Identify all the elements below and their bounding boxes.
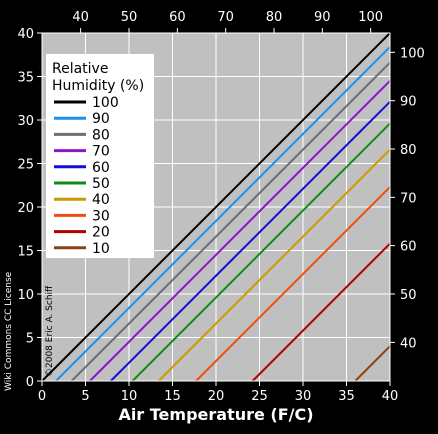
series-line-80 bbox=[70, 61, 391, 382]
x-tick-label: 25 bbox=[251, 389, 268, 404]
series-line-50 bbox=[131, 122, 391, 382]
top-tick-label: 60 bbox=[169, 10, 186, 25]
legend-label-20: 20 bbox=[92, 225, 110, 241]
y-tick-label: 0 bbox=[26, 375, 34, 390]
y-tick-label: 5 bbox=[26, 332, 34, 347]
right-tick-label: 50 bbox=[400, 288, 417, 303]
legend-label-60: 60 bbox=[92, 160, 110, 176]
y-tick-label: 35 bbox=[17, 71, 34, 86]
top-axis-ticks: 40 50 60 70 80 90 100 bbox=[72, 10, 383, 33]
legend-label-50: 50 bbox=[92, 176, 110, 192]
y-tick-label: 20 bbox=[17, 201, 34, 216]
legend-label-40: 40 bbox=[92, 192, 110, 208]
legend-label-100: 100 bbox=[92, 95, 119, 111]
series-line-10 bbox=[354, 345, 391, 382]
legend-title-line2: Humidity (%) bbox=[52, 78, 144, 94]
bottom-axis-ticks: 0 5 10 15 20 25 30 35 40 bbox=[38, 381, 398, 404]
right-tick-label: 100 bbox=[400, 46, 425, 61]
x-tick-label: 35 bbox=[338, 389, 355, 404]
credit-license: Wiki Commons CC License bbox=[4, 271, 14, 391]
series-lines bbox=[41, 32, 391, 382]
legend-title-line1: Relative bbox=[52, 61, 108, 77]
legend-box bbox=[46, 54, 154, 258]
x-tick-label: 10 bbox=[121, 389, 138, 404]
y-tick-label: 10 bbox=[17, 288, 34, 303]
top-tick-label: 100 bbox=[358, 10, 383, 25]
x-tick-label: 40 bbox=[382, 389, 399, 404]
x-tick-label: 30 bbox=[295, 389, 312, 404]
series-line-100 bbox=[41, 32, 391, 382]
top-tick-label: 80 bbox=[266, 10, 283, 25]
top-tick-label: 50 bbox=[121, 10, 138, 25]
right-axis-ticks: 40 50 60 70 80 90 100 bbox=[390, 46, 425, 351]
y-tick-label: 40 bbox=[17, 27, 34, 42]
legend-label-70: 70 bbox=[92, 144, 110, 160]
series-line-90 bbox=[55, 46, 391, 382]
right-tick-label: 40 bbox=[400, 336, 417, 351]
left-axis-ticks: 0 5 10 15 20 25 30 35 40 bbox=[17, 27, 42, 390]
series-line-20 bbox=[251, 242, 391, 382]
legend-label-10: 10 bbox=[92, 241, 110, 257]
x-tick-label: 20 bbox=[208, 389, 225, 404]
y-tick-label: 15 bbox=[17, 245, 34, 260]
right-tick-label: 90 bbox=[400, 95, 417, 110]
x-axis-label: Air Temperature (F/C) bbox=[118, 405, 313, 424]
right-tick-label: 80 bbox=[400, 143, 417, 158]
x-tick-label: 5 bbox=[81, 389, 89, 404]
series-line-70 bbox=[89, 80, 391, 382]
legend: Relative Humidity (%) 100908070605040302… bbox=[46, 54, 154, 258]
y-tick-label: 30 bbox=[17, 114, 34, 129]
legend-label-30: 30 bbox=[92, 208, 110, 224]
series-line-30 bbox=[195, 186, 391, 382]
series-line-40 bbox=[157, 148, 391, 382]
y-tick-label: 25 bbox=[17, 158, 34, 173]
top-tick-label: 40 bbox=[72, 10, 89, 25]
legend-label-80: 80 bbox=[92, 127, 110, 143]
top-tick-label: 90 bbox=[314, 10, 331, 25]
series-line-60 bbox=[110, 101, 391, 382]
legend-label-90: 90 bbox=[92, 111, 110, 127]
credit-author: ©2008 Eric A. Schiff bbox=[45, 285, 55, 377]
x-tick-label: 15 bbox=[164, 389, 181, 404]
x-tick-label: 0 bbox=[38, 389, 46, 404]
right-tick-label: 60 bbox=[400, 240, 417, 255]
right-tick-label: 70 bbox=[400, 191, 417, 206]
top-tick-label: 70 bbox=[217, 10, 234, 25]
